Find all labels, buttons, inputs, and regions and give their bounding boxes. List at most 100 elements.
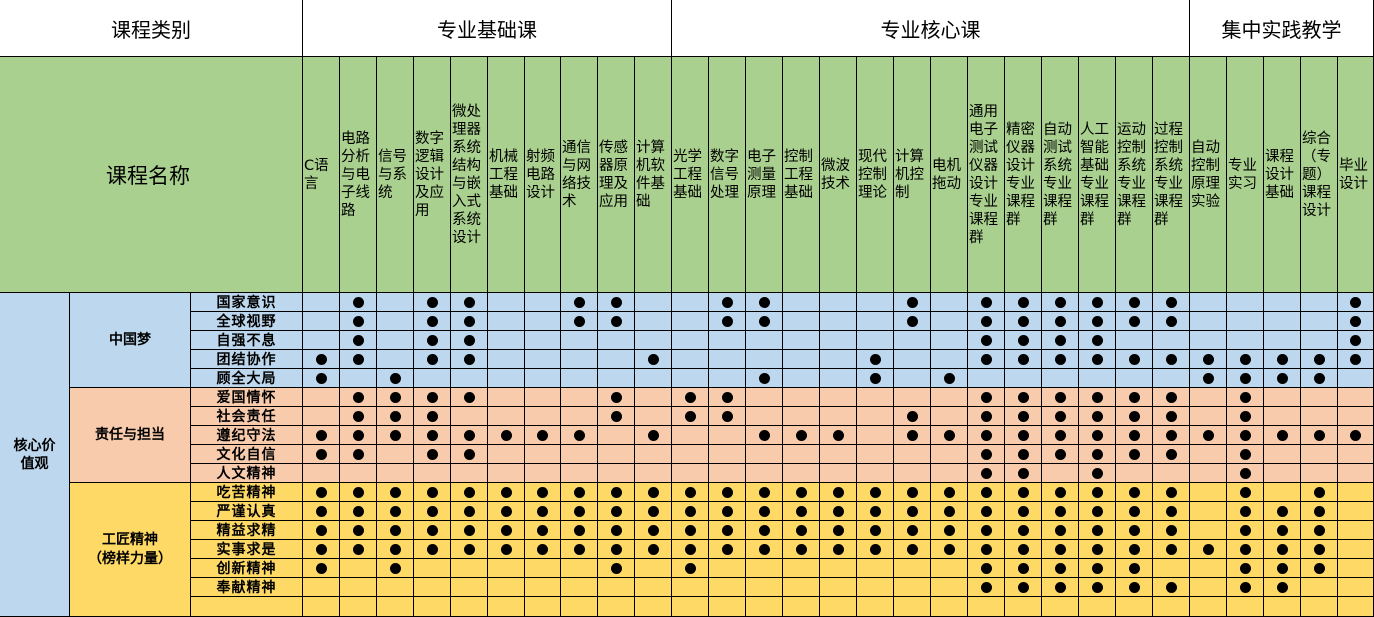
bullet-mark-icon <box>1128 391 1140 403</box>
filler-cell <box>377 597 414 617</box>
matrix-cell <box>1079 388 1116 407</box>
bullet-mark-icon <box>906 524 918 536</box>
matrix-cell <box>340 293 377 312</box>
bullet-mark-icon <box>943 505 955 517</box>
matrix-cell <box>1042 331 1079 350</box>
bullet-mark-icon <box>832 505 844 517</box>
matrix-cell <box>1005 369 1042 388</box>
matrix-cell <box>598 578 635 597</box>
matrix-cell <box>857 521 894 540</box>
bullet-mark-icon <box>721 391 733 403</box>
course-header: 专业实习 <box>1227 57 1264 293</box>
matrix-cell <box>377 521 414 540</box>
matrix-cell <box>525 559 561 578</box>
bullet-mark-icon <box>1276 581 1288 593</box>
matrix-cell <box>1153 445 1190 464</box>
matrix-cell <box>377 369 414 388</box>
bullet-mark-icon <box>1017 467 1029 479</box>
matrix-cell <box>414 483 451 502</box>
matrix-cell <box>451 502 488 521</box>
matrix-cell <box>1338 369 1374 388</box>
course-header: 射频电路设计 <box>525 57 561 293</box>
bullet-mark-icon <box>758 543 770 555</box>
bullet-mark-icon <box>352 334 364 346</box>
bullet-mark-icon <box>1091 543 1103 555</box>
bullet-mark-icon <box>352 296 364 308</box>
matrix-cell <box>746 331 783 350</box>
matrix-cell <box>635 559 672 578</box>
matrix-cell <box>1079 312 1116 331</box>
matrix-cell <box>1079 426 1116 445</box>
bullet-mark-icon <box>1239 562 1251 574</box>
bullet-mark-icon <box>1017 410 1029 422</box>
course-name: 信号与系统 <box>378 148 407 201</box>
matrix-cell <box>1153 331 1190 350</box>
matrix-cell <box>1301 388 1338 407</box>
bullet-mark-icon <box>869 543 881 555</box>
matrix-cell <box>1264 578 1301 597</box>
matrix-cell <box>377 502 414 521</box>
bullet-mark-icon <box>463 315 475 327</box>
matrix-cell <box>894 483 931 502</box>
matrix-cell <box>709 540 746 559</box>
matrix-cell <box>1153 540 1190 559</box>
matrix-cell <box>561 331 598 350</box>
matrix-cell <box>672 426 709 445</box>
matrix-cell <box>1301 464 1338 483</box>
matrix-cell <box>968 559 1005 578</box>
value-label: 实事求是 <box>216 542 277 558</box>
matrix-cell <box>1227 350 1264 369</box>
matrix-cell <box>931 426 968 445</box>
filler-cell <box>1042 597 1079 617</box>
matrix-cell <box>709 331 746 350</box>
matrix-cell <box>672 312 709 331</box>
bullet-mark-icon <box>795 543 807 555</box>
course-name: 通用电子测试仪器设计专业课程群 <box>969 103 998 246</box>
bullet-mark-icon <box>463 524 475 536</box>
matrix-cell <box>488 559 525 578</box>
bullet-mark-icon <box>1350 296 1361 308</box>
course-name: 毕业设计 <box>1339 157 1368 192</box>
matrix-cell <box>783 445 820 464</box>
matrix-cell <box>1301 331 1338 350</box>
matrix-cell <box>1153 312 1190 331</box>
value-label-cell: 精益求精 <box>191 521 303 540</box>
matrix-cell <box>672 483 709 502</box>
bullet-mark-icon <box>352 524 364 536</box>
matrix-cell <box>857 540 894 559</box>
bullet-mark-icon <box>352 410 364 422</box>
matrix-cell <box>783 369 820 388</box>
matrix-cell <box>1190 369 1227 388</box>
matrix-cell <box>820 426 857 445</box>
bullet-mark-icon <box>537 486 548 498</box>
bullet-mark-icon <box>684 505 696 517</box>
matrix-cell <box>451 559 488 578</box>
matrix-cell <box>488 540 525 559</box>
matrix-cell <box>1338 559 1374 578</box>
course-name: C语言 <box>304 157 329 192</box>
matrix-cell <box>635 521 672 540</box>
bullet-mark-icon <box>1239 543 1251 555</box>
matrix-cell <box>598 293 635 312</box>
matrix-cell <box>968 578 1005 597</box>
matrix-cell <box>1116 559 1153 578</box>
matrix-cell <box>783 407 820 426</box>
value-label-cell: 遵纪守法 <box>191 426 303 445</box>
filler-cell <box>968 597 1005 617</box>
matrix-cell <box>746 388 783 407</box>
bullet-mark-icon <box>1017 429 1029 441</box>
bullet-mark-icon <box>1054 543 1066 555</box>
bullet-mark-icon <box>1017 448 1029 460</box>
bullet-mark-icon <box>573 543 585 555</box>
matrix-cell <box>857 312 894 331</box>
matrix-cell <box>561 464 598 483</box>
matrix-cell <box>894 502 931 521</box>
matrix-cell <box>1190 502 1227 521</box>
matrix-cell <box>968 521 1005 540</box>
matrix-cell <box>709 407 746 426</box>
value-label: 爱国情怀 <box>216 390 277 406</box>
bullet-mark-icon <box>1054 505 1066 517</box>
bullet-mark-icon <box>426 315 438 327</box>
course-header: 信号与系统 <box>377 57 414 293</box>
matrix-cell <box>451 407 488 426</box>
